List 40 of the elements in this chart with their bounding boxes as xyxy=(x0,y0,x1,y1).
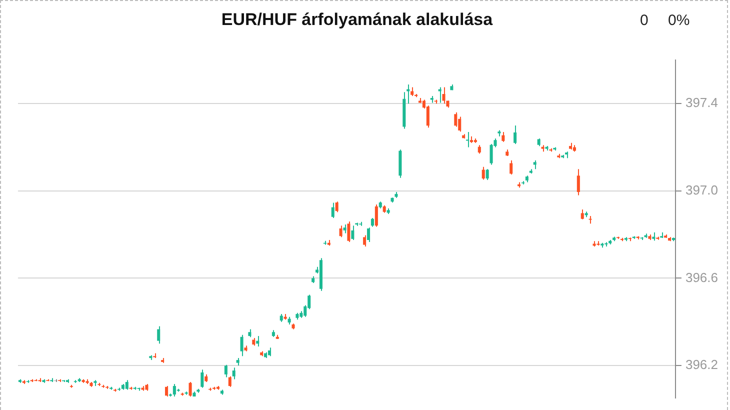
candlestick xyxy=(406,84,410,104)
candlestick xyxy=(486,168,489,181)
candlestick xyxy=(331,202,334,218)
text: 0% xyxy=(668,12,690,29)
candlestick xyxy=(514,124,517,145)
candlestick xyxy=(502,132,505,142)
y-tick-label: 396.6 xyxy=(685,270,718,285)
candlestick xyxy=(157,326,160,344)
y-tick-label: 396.2 xyxy=(685,357,718,372)
candlestick xyxy=(240,334,244,357)
candlestick xyxy=(367,227,370,242)
y-tick-label: 397.4 xyxy=(685,95,718,110)
candlestick xyxy=(580,208,584,220)
candlestick xyxy=(165,385,168,397)
candlestick xyxy=(482,166,485,180)
candlestick xyxy=(454,112,458,128)
candlestick xyxy=(351,225,354,241)
candlestick xyxy=(438,86,442,104)
candlestick xyxy=(458,116,462,132)
candlestick xyxy=(172,384,176,397)
candlestick xyxy=(363,234,366,248)
candlestick xyxy=(228,376,232,388)
candlestick xyxy=(576,168,580,196)
candlestick xyxy=(347,220,350,242)
candlestick xyxy=(200,369,204,388)
candlestick xyxy=(510,160,513,176)
candlestick xyxy=(442,86,446,104)
chart-title: EUR/HUF árfolyamának alakulása xyxy=(221,10,493,29)
candlestick xyxy=(188,382,192,397)
candlestick xyxy=(339,225,342,238)
y-tick-label: 397.0 xyxy=(685,182,718,198)
candlestick xyxy=(374,204,378,228)
candlestick xyxy=(232,367,236,380)
candlestick xyxy=(224,364,228,378)
candlestick xyxy=(490,144,493,166)
candlestick xyxy=(466,132,470,148)
text: 0 xyxy=(640,12,648,29)
candlestick xyxy=(54,378,58,383)
candlestick xyxy=(335,201,338,213)
candlestick xyxy=(125,380,128,390)
